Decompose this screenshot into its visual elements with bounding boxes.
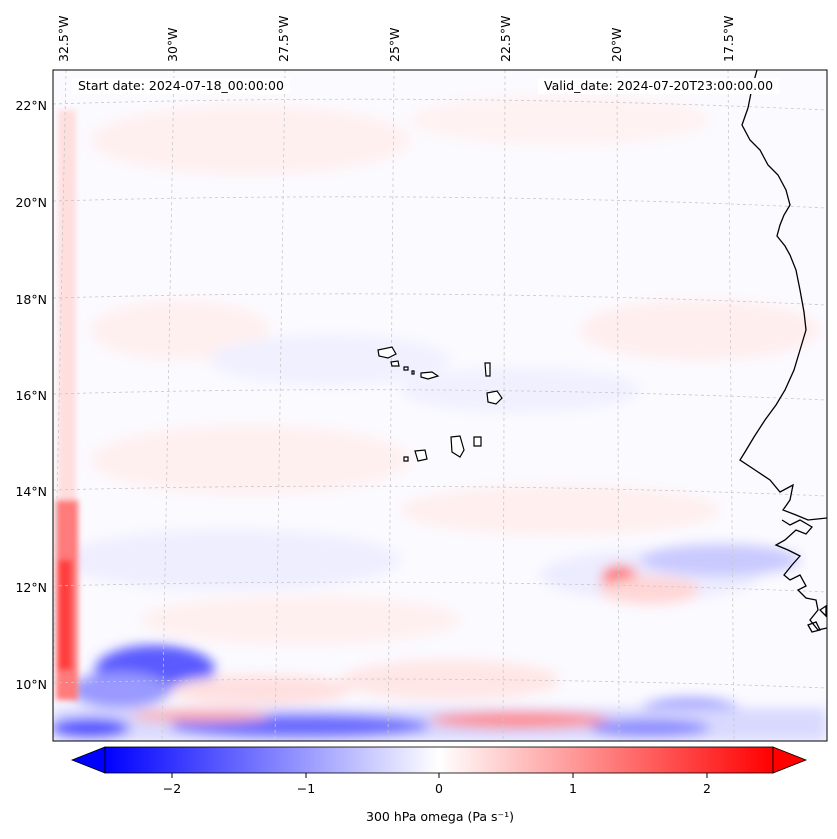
- lon-label-5: 22.5°W: [498, 16, 513, 62]
- colorbar-tick-label: −2: [163, 781, 181, 796]
- lat-label-1: 22°N: [15, 98, 47, 113]
- lat-label-3: 18°N: [15, 292, 47, 307]
- map-frame: [52, 69, 828, 742]
- valid-date-label: Valid_date: 2024-07-20T23:00:00.00: [538, 78, 780, 94]
- lon-label-1: 32.5°W: [56, 16, 71, 62]
- lat-tick-labels: 22°N 20°N 18°N 16°N 14°N 12°N 10°N: [15, 98, 47, 692]
- cape-verde-islands: [377, 346, 503, 462]
- lat-label-7: 10°N: [15, 677, 47, 692]
- african-coastline: [739, 70, 827, 633]
- omega-field: [53, 95, 827, 741]
- lon-label-6: 20°W: [609, 27, 624, 62]
- colorbar-gradient: [104, 746, 774, 774]
- colorbar-label: 300 hPa omega (Pa s⁻¹): [366, 809, 514, 824]
- lon-tick-labels: 32.5°W 30°W 27.5°W 25°W 22.5°W 20°W 17.5…: [56, 16, 736, 62]
- western-edge-band: [56, 110, 78, 700]
- lon-label-3: 27.5°W: [276, 16, 291, 62]
- map-panel: [53, 70, 827, 741]
- colorbar-ticks: [171, 773, 708, 778]
- lat-label-5: 14°N: [15, 484, 47, 499]
- lat-label-6: 12°N: [15, 580, 47, 595]
- lat-label-2: 20°N: [15, 195, 47, 210]
- colorbar-min-extend: [70, 746, 106, 774]
- lon-label-2: 30°W: [165, 27, 180, 62]
- colorbar-tick-label: 1: [569, 781, 577, 796]
- lat-label-4: 16°N: [15, 388, 47, 403]
- colorbar-max-extend: [772, 746, 808, 774]
- colorbar-tick-label: −1: [297, 781, 315, 796]
- graticule: [53, 70, 827, 741]
- colorbar-tick-label: 0: [435, 781, 443, 796]
- lon-label-4: 25°W: [387, 27, 402, 62]
- colorbar-tick-label: 2: [703, 781, 711, 796]
- colorbar: −2 −1 0 1 2 300 hPa omega (Pa s⁻¹): [70, 746, 808, 824]
- start-date-label: Start date: 2024-07-18_00:00:00: [72, 78, 290, 94]
- lon-label-7: 17.5°W: [721, 16, 736, 62]
